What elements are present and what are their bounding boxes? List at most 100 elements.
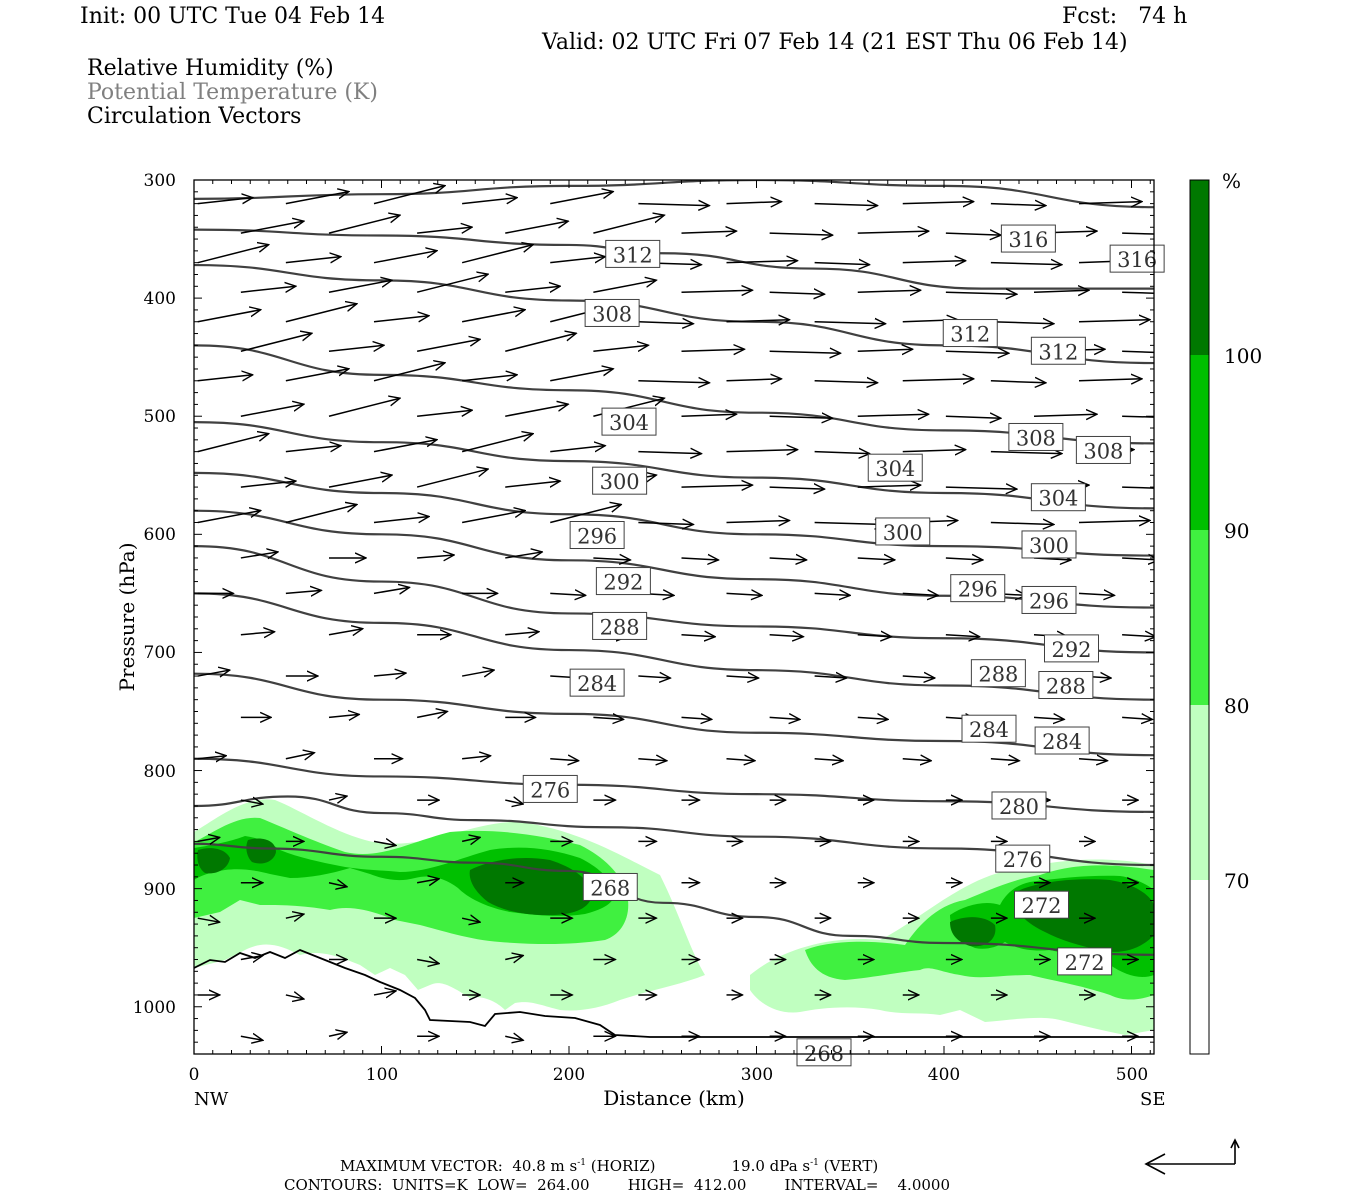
vector-arrow [285,257,341,263]
vector-arrow [1122,415,1154,418]
colorbar: % 100 90 80 70 [1189,169,1262,1055]
svg-text:308: 308 [1016,426,1056,450]
y-tick-label: 700 [144,643,176,663]
vector-arrow [769,416,833,418]
svg-text:312: 312 [950,323,990,347]
contour-info-line: CONTOURS: UNITS=K LOW= 264.00 HIGH= 412.… [284,1176,950,1194]
colorbar-band-80 [1190,530,1209,705]
vector-arrow [462,375,517,381]
vector-arrow [285,304,357,323]
svg-text:312: 312 [613,243,653,267]
vector-arrow [373,841,396,845]
forecast-hour: Fcst: 74 h [1062,4,1188,29]
vector-arrow [197,198,253,204]
y-tick-label: 600 [144,525,176,545]
vector-arrow [945,351,1009,353]
vector-arrow [990,263,1062,265]
contour-label-288: 288 [970,659,1026,688]
vector-arrow [814,381,878,383]
vector-arrow [638,322,693,324]
vector-arrow [902,379,974,381]
vector-arrow [726,202,782,204]
vector-arrow [638,759,667,761]
contour-label-312: 312 [942,319,998,348]
x-tick-label: 100 [366,1065,398,1085]
x-tick-label: 400 [928,1065,960,1085]
vector-arrow [990,322,1054,324]
vector-arrow [593,280,656,293]
vector-arrow [945,635,980,637]
vector-arrow [726,521,790,523]
vector-arrow [373,673,406,676]
vector-arrow [857,290,921,292]
vector-arrow [416,274,488,293]
svg-text:292: 292 [603,571,643,595]
vector-arrow [593,215,664,234]
vector-arrow [857,717,888,719]
vector-arrow [373,517,429,523]
vector-arrow [462,198,517,204]
svg-text:304: 304 [1038,487,1078,511]
rh-100-region [469,858,592,916]
vector-arrow [1122,350,1154,354]
vector-arrow [945,416,1001,418]
colorbar-band-100 [1190,180,1209,355]
vector-arrow [945,292,1017,294]
vector-arrow [505,286,560,292]
contour-label-308: 308 [584,298,640,327]
vector-arrow [638,523,693,525]
vector-arrow [240,404,304,417]
vector-arrow [681,558,719,560]
vector-arrow [990,523,1054,525]
svg-text:304: 304 [875,457,915,481]
x-tick-label: 0 [189,1065,200,1085]
vector-arrow [769,635,804,637]
vector-arrow [240,481,296,487]
vector-arrow [726,676,759,678]
vector-arrow [726,759,756,761]
vector-arrow [857,558,895,560]
vector-arrow [461,245,533,264]
vector-arrow [373,363,445,382]
vector-arrow [945,233,1001,235]
vector-arrow [857,635,892,637]
vector-arrow [1078,521,1150,523]
contour-label-316: 316 [1000,224,1056,253]
vector-arrow [328,883,347,887]
vector-arrow [197,511,261,524]
vector-arrow [416,879,439,883]
vector-arrow [1122,635,1154,637]
svg-text:280: 280 [999,795,1039,819]
x-tick-labels: 0 100 200 300 400 500 [189,1065,1149,1085]
vector-arrow [990,759,1020,761]
x-axis-title: Distance (km) [603,1086,745,1110]
vector-arrow [945,558,983,560]
colorbar-tick-label: 90 [1224,519,1249,543]
colorbar-tick-label: 70 [1224,869,1249,893]
vector-arrow [769,351,841,353]
init-time: Init: 00 UTC Tue 04 Feb 14 [80,4,386,29]
vector-arrow [197,375,253,381]
vector-arrow [328,280,392,293]
svg-text:276: 276 [530,778,570,802]
contour-label-304: 304 [601,407,657,436]
legend-relative-humidity: Relative Humidity (%) [87,56,334,81]
vector-arrow [1078,759,1108,761]
vector-arrow [373,186,445,205]
theta-contour-276 [194,757,1154,813]
svg-text:300: 300 [1029,534,1069,558]
svg-text:304: 304 [609,411,649,435]
vector-arrow [328,629,363,635]
contour-label-312: 312 [1030,336,1086,365]
svg-text:296: 296 [577,525,617,549]
vector-arrow [857,231,929,233]
vector-arrow [197,837,220,841]
contour-label-288: 288 [1038,671,1094,700]
vector-arrow [505,404,568,417]
vector-arrow [550,593,586,595]
vector-arrow [681,485,753,487]
valid-time: Valid: 02 UTC Fri 07 Feb 14 (21 EST Thu … [542,30,1128,55]
vector-arrow [505,333,576,352]
vector-arrow [814,676,847,678]
